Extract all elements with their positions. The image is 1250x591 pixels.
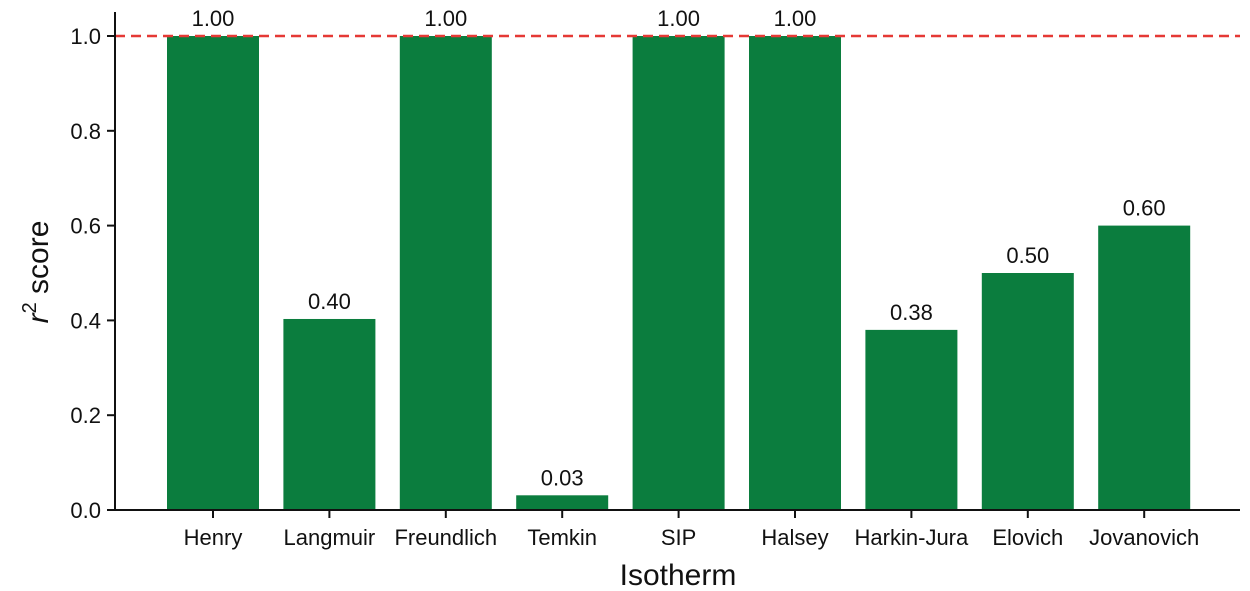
x-tick-label: Temkin	[527, 525, 597, 550]
x-tick-label: Henry	[184, 525, 243, 550]
bar	[865, 329, 958, 510]
x-tick-label: Elovich	[992, 525, 1063, 550]
y-tick-label: 0.0	[70, 498, 101, 523]
y-tick-label: 0.6	[70, 214, 101, 239]
y-axis-label: r2 score	[19, 221, 55, 324]
y-axis-label-superscript: 2	[19, 302, 41, 313]
x-axis-label: Isotherm	[620, 559, 737, 591]
x-tick-label: Harkin-Jura	[855, 525, 969, 550]
y-tick-label: 0.2	[70, 403, 101, 428]
y-tick-label: 0.8	[70, 119, 101, 144]
bar-value-label: 0.50	[1006, 243, 1049, 268]
y-axis-label-base: r	[22, 312, 55, 323]
bar	[749, 36, 841, 510]
bar-value-label: 1.00	[192, 6, 235, 31]
bar	[1098, 225, 1191, 510]
bar	[516, 495, 609, 510]
x-tick-label: Jovanovich	[1089, 525, 1199, 550]
bar	[283, 318, 376, 510]
bar-value-label: 0.40	[308, 289, 351, 314]
bar	[981, 273, 1074, 510]
x-tick-label: Freundlich	[394, 525, 497, 550]
y-tick-label: 0.4	[70, 308, 101, 333]
x-tick-label: Halsey	[761, 525, 828, 550]
bar-value-labels: 1.00 0.40 1.00 0.03 1.00 1.00 0.38 0.50 0.60	[192, 6, 1166, 490]
x-axis-tick-labels: Henry Langmuir Freundlich Temkin SIP Halsey Ha…	[184, 510, 1199, 550]
y-tick-label: 1.0	[70, 24, 101, 49]
y-axis-ticks: 0.0 0.2 0.4 0.6 0.8 1.0	[70, 24, 115, 523]
bar-value-label: 0.03	[541, 465, 584, 490]
bar-value-label: 1.00	[657, 6, 700, 31]
bar	[399, 36, 492, 510]
y-axis-label-rest: score	[22, 221, 55, 303]
bar	[167, 36, 259, 510]
axes	[114, 12, 1240, 511]
bar	[632, 36, 725, 510]
bar-value-label: 0.38	[890, 300, 933, 325]
bar-value-label: 1.00	[774, 6, 817, 31]
x-tick-label: SIP	[661, 525, 696, 550]
x-tick-label: Langmuir	[284, 525, 376, 550]
bar-value-label: 0.60	[1123, 196, 1166, 221]
bar-value-label: 1.00	[424, 6, 467, 31]
bars	[167, 36, 1191, 510]
